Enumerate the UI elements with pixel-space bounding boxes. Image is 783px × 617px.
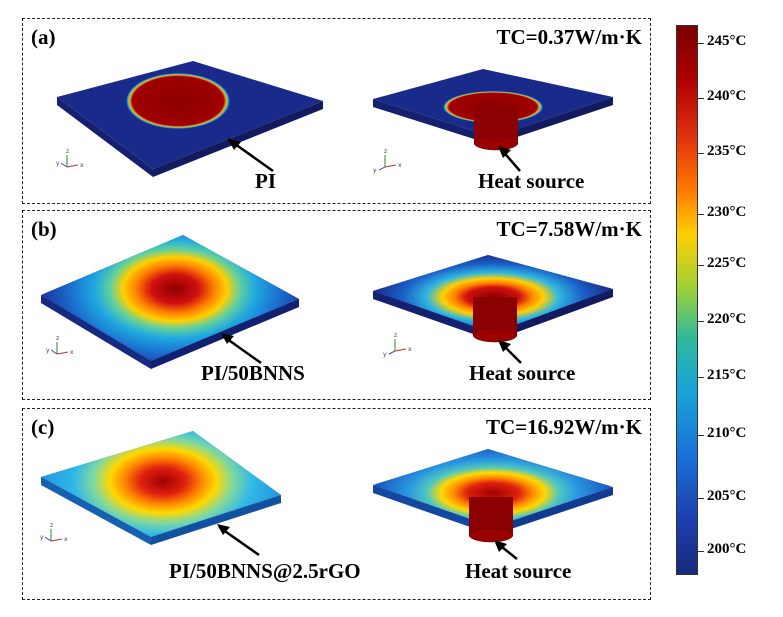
svg-text:z: z: [56, 335, 59, 342]
colorbar-tick: [698, 551, 704, 552]
heat-source-label: Heat source: [469, 361, 576, 385]
colorbar-tick-label: 215°C: [707, 367, 747, 383]
axis-triad-icon: z x y: [56, 148, 84, 169]
hot-spot: [126, 73, 230, 129]
colorbar-tick: [698, 435, 704, 436]
plate-bottom-view: [373, 69, 613, 151]
colorbar-tick-label: 210°C: [707, 425, 747, 441]
colorbar-tick: [698, 153, 704, 154]
simulation-scene: z x y: [40, 431, 613, 560]
colorbar-tick-label: 225°C: [707, 255, 747, 271]
axis-triad-icon: z x y: [46, 335, 74, 356]
colorbar-gradient: [676, 25, 698, 575]
heat-source-label: Heat source: [478, 169, 585, 193]
colorbar-tick: [698, 214, 704, 215]
axis-triad-icon: z x y: [373, 148, 402, 174]
panel-label: (c): [31, 415, 55, 439]
heat-source-label: Heat source: [465, 559, 572, 583]
material-label: PI/50BNNS: [201, 361, 305, 385]
panel-b: (b) TC=7.58W/m·K: [22, 210, 651, 400]
heat-source-cylinder: [472, 297, 518, 343]
panel-label: (b): [31, 217, 57, 241]
panel-a: (a) TC=0.37W/m·K: [22, 18, 651, 204]
svg-text:z: z: [384, 148, 387, 155]
thermal-conductivity-label: TC=16.92W/m·K: [485, 415, 642, 439]
colorbar-tick: [698, 498, 704, 499]
svg-text:x: x: [64, 536, 68, 543]
svg-text:x: x: [80, 162, 84, 169]
temperature-colorbar: 245°C 240°C 235°C 230°C 225°C 220°C 215°…: [676, 25, 776, 577]
colorbar-tick-label: 245°C: [707, 33, 747, 49]
colorbar-tick-label: 200°C: [707, 541, 747, 557]
plate-bottom-view: [373, 255, 613, 343]
svg-text:y: y: [383, 351, 387, 358]
heat-source-cylinder: [473, 105, 519, 151]
plate-top-view: [41, 235, 299, 369]
svg-text:z: z: [66, 148, 69, 155]
colorbar-tick: [698, 321, 704, 322]
colorbar-tick: [698, 98, 704, 99]
svg-text:z: z: [50, 522, 53, 529]
colorbar-tick-label: 230°C: [707, 204, 747, 220]
svg-text:y: y: [40, 534, 44, 541]
plate-bottom-view: [373, 449, 613, 543]
simulation-scene: z x y z x y: [56, 61, 613, 177]
svg-text:z: z: [394, 332, 397, 339]
panel-c: (c) TC=16.92W/m·K: [22, 408, 651, 600]
panel-label: (a): [31, 25, 56, 49]
colorbar-tick-label: 240°C: [707, 88, 747, 104]
axis-triad-icon: z x y: [40, 522, 68, 543]
colorbar-tick-label: 205°C: [707, 488, 747, 504]
colorbar-tick: [698, 43, 704, 44]
thermal-conductivity-label: TC=7.58W/m·K: [496, 217, 642, 241]
colorbar-tick: [698, 265, 704, 266]
material-label: PI: [255, 169, 276, 193]
plate-top-view: [57, 61, 323, 177]
svg-text:y: y: [56, 160, 60, 167]
material-label: PI/50BNNS@2.5rGO: [169, 559, 361, 583]
svg-text:x: x: [408, 346, 412, 353]
colorbar-tick: [698, 377, 704, 378]
svg-text:y: y: [373, 167, 377, 174]
thermal-conductivity-label: TC=0.37W/m·K: [496, 25, 642, 49]
heat-source-cylinder: [468, 497, 514, 543]
svg-text:x: x: [398, 162, 402, 169]
colorbar-tick-label: 235°C: [707, 143, 747, 159]
simulation-scene: z x y z x y: [41, 235, 613, 369]
colorbar-tick-label: 220°C: [707, 311, 747, 327]
svg-text:y: y: [46, 347, 50, 354]
axis-triad-icon: z x y: [383, 332, 412, 358]
svg-text:x: x: [70, 349, 74, 356]
